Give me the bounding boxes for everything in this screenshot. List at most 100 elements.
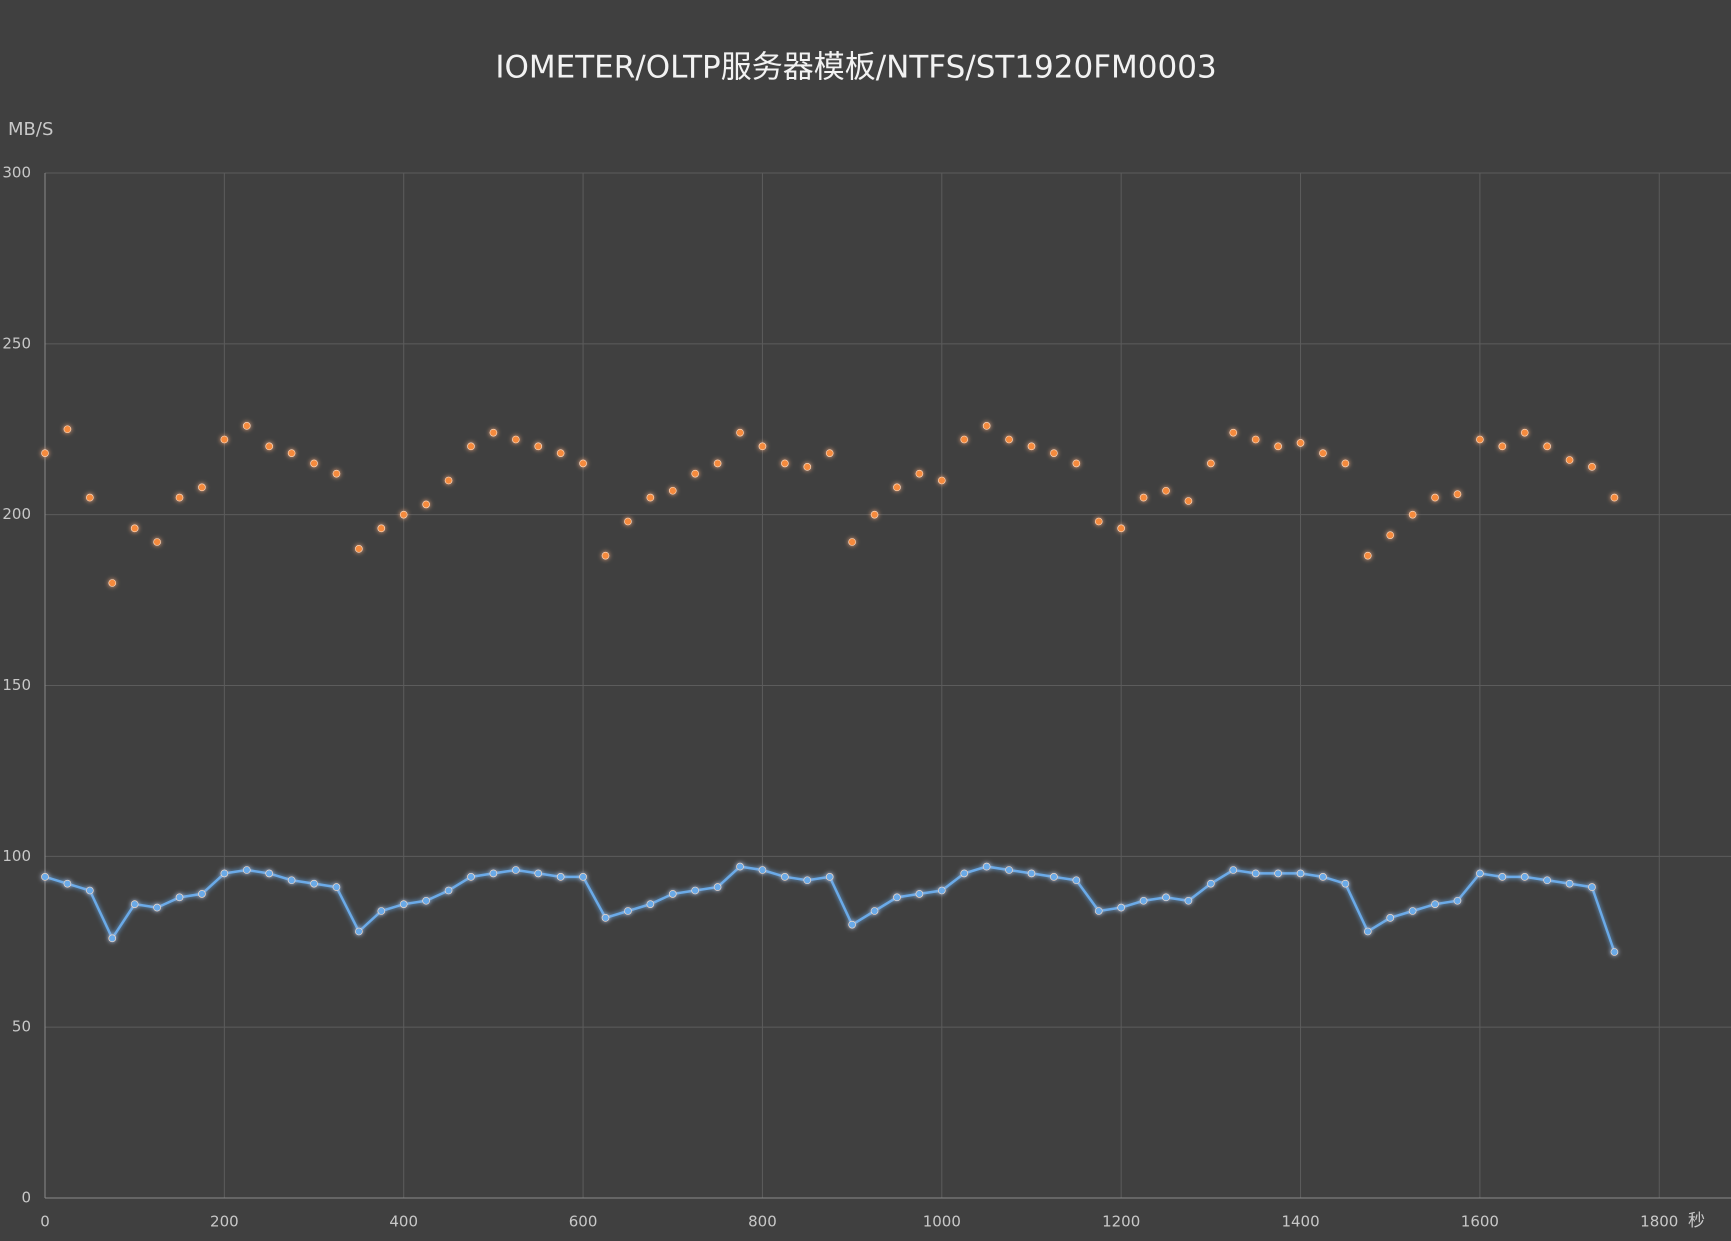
point xyxy=(1543,442,1551,451)
point xyxy=(1565,456,1574,464)
point xyxy=(444,476,453,485)
point xyxy=(1139,493,1148,502)
point xyxy=(1386,914,1395,922)
point xyxy=(310,879,318,888)
x-tick-label: 800 xyxy=(748,1213,777,1231)
x-tick-label: 1400 xyxy=(1281,1213,1319,1231)
point xyxy=(1319,873,1327,881)
point xyxy=(332,883,341,891)
point xyxy=(355,927,363,936)
point xyxy=(1386,531,1395,539)
point xyxy=(758,866,767,874)
x-tick-label: 0 xyxy=(40,1213,50,1231)
point xyxy=(332,469,341,478)
point xyxy=(220,435,229,444)
point xyxy=(870,510,879,519)
point xyxy=(624,907,632,915)
point xyxy=(1050,873,1058,881)
point xyxy=(86,886,94,895)
point xyxy=(1565,879,1574,888)
y-tick-label: 0 xyxy=(21,1189,31,1207)
point xyxy=(893,483,901,492)
point xyxy=(489,869,498,878)
point xyxy=(1162,486,1170,495)
point xyxy=(1251,435,1260,444)
point xyxy=(736,428,744,437)
point xyxy=(825,449,834,457)
point xyxy=(1094,907,1103,915)
point xyxy=(781,459,789,468)
point xyxy=(713,459,722,468)
point xyxy=(960,869,969,878)
point xyxy=(198,890,206,898)
point xyxy=(982,422,991,430)
point xyxy=(489,428,498,437)
point xyxy=(287,449,296,457)
point xyxy=(1341,459,1350,468)
point xyxy=(41,449,49,457)
point xyxy=(198,483,206,492)
point xyxy=(1453,490,1462,498)
point xyxy=(1520,873,1529,881)
point xyxy=(624,517,632,526)
point xyxy=(1431,900,1439,908)
point xyxy=(803,463,812,471)
point xyxy=(287,876,296,885)
point xyxy=(153,538,161,546)
point xyxy=(1050,449,1058,457)
point xyxy=(1027,869,1036,878)
point xyxy=(467,873,475,881)
point xyxy=(1184,896,1193,905)
point xyxy=(310,459,318,468)
point xyxy=(242,422,251,430)
point xyxy=(668,486,677,495)
point xyxy=(534,442,543,451)
point xyxy=(758,442,767,451)
point xyxy=(130,900,139,908)
point xyxy=(467,442,475,451)
point xyxy=(175,893,184,902)
point xyxy=(108,579,117,587)
point xyxy=(1453,896,1462,905)
point xyxy=(1296,869,1305,878)
point xyxy=(870,907,879,915)
x-tick-label: 200 xyxy=(210,1213,239,1231)
y-tick-label: 100 xyxy=(2,847,31,865)
point xyxy=(242,866,251,874)
point xyxy=(556,873,565,881)
point xyxy=(1498,873,1507,881)
point xyxy=(915,469,924,478)
point xyxy=(713,883,722,891)
point xyxy=(175,493,184,502)
y-axis-label: MB/S xyxy=(8,119,53,140)
point xyxy=(1610,493,1619,502)
point xyxy=(1207,459,1215,468)
point xyxy=(1207,879,1215,888)
point xyxy=(668,890,677,898)
y-tick-label: 150 xyxy=(2,676,31,694)
point xyxy=(534,869,543,878)
point xyxy=(512,866,520,874)
x-tick-label: 1600 xyxy=(1461,1213,1499,1231)
point xyxy=(736,862,744,871)
x-tick-label: 1800 xyxy=(1640,1213,1678,1231)
point xyxy=(265,869,274,878)
point xyxy=(1072,459,1081,468)
point xyxy=(444,886,453,895)
x-tick-label: 1200 xyxy=(1102,1213,1140,1231)
y-tick-label: 250 xyxy=(2,334,31,352)
point xyxy=(556,449,565,457)
point xyxy=(1476,869,1484,878)
point xyxy=(691,469,699,478)
point xyxy=(1072,876,1081,885)
point xyxy=(1588,463,1596,471)
point xyxy=(1251,869,1260,878)
point xyxy=(1027,442,1036,451)
point xyxy=(1162,893,1170,902)
point xyxy=(1117,524,1125,533)
point xyxy=(108,934,117,943)
point xyxy=(601,914,610,922)
point xyxy=(579,459,587,468)
